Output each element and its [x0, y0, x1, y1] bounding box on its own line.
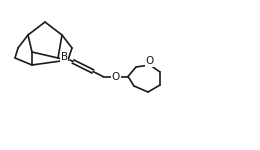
Text: O: O — [146, 56, 154, 66]
Text: O: O — [112, 72, 120, 81]
Text: B: B — [61, 52, 68, 62]
